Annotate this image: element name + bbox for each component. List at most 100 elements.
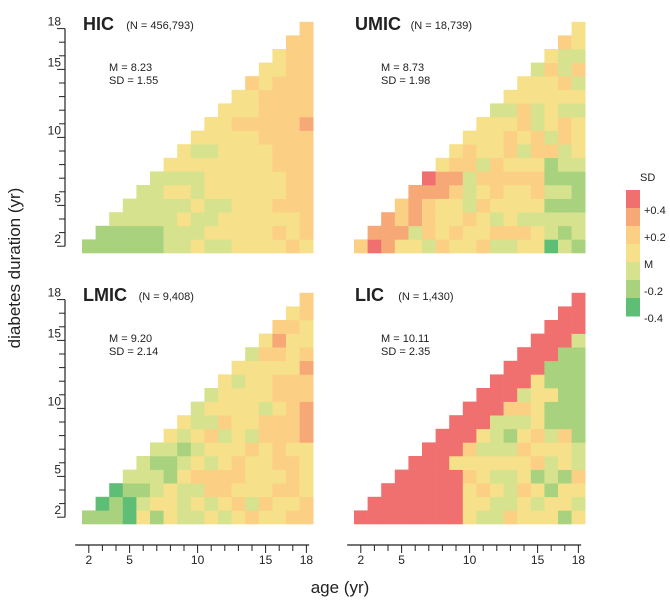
heat-cell <box>530 388 545 402</box>
heat-cell <box>190 212 205 227</box>
heat-cell <box>245 347 260 362</box>
heat-cell <box>476 239 491 254</box>
heat-cell <box>422 456 436 470</box>
heat-cell <box>218 428 232 443</box>
x-tick-label: 10 <box>463 553 477 567</box>
heat-cell <box>544 442 559 457</box>
heat-cell <box>503 496 518 511</box>
heat-cell <box>299 198 314 213</box>
heat-cell <box>490 103 504 118</box>
heat-cell <box>558 35 572 50</box>
heat-cell <box>204 185 219 199</box>
x-tick-label: 5 <box>398 553 405 567</box>
heat-cell <box>544 130 559 145</box>
heat-cell <box>258 483 273 498</box>
heat-cell <box>204 130 219 145</box>
heat-cell <box>258 157 273 172</box>
heat-cell <box>530 347 545 362</box>
heat-cell <box>286 456 300 470</box>
heat-cell <box>245 117 260 131</box>
heat-cell <box>218 374 232 389</box>
heat-cell <box>286 76 300 91</box>
heat-cell <box>517 212 532 227</box>
x-tick-label: 5 <box>126 553 133 567</box>
heat-cell <box>435 239 450 254</box>
heat-cell <box>544 117 559 131</box>
heat-cell <box>258 185 273 199</box>
heat-cell <box>299 144 314 159</box>
heat-cell <box>258 225 273 240</box>
heat-cell <box>190 428 205 443</box>
heat-cell <box>435 198 450 213</box>
heat-cell <box>299 496 314 511</box>
heat-cell <box>272 320 287 334</box>
heat-cell <box>503 401 518 416</box>
heat-cell <box>258 198 273 213</box>
heat-cell <box>530 117 545 131</box>
heat-cell <box>136 212 151 227</box>
heat-cell <box>422 225 436 240</box>
heat-cell <box>490 157 504 172</box>
legend-label: M <box>644 259 653 271</box>
heat-cell <box>449 415 464 430</box>
y-tick-label: 10 <box>48 123 62 137</box>
heat-cell <box>408 198 423 213</box>
heat-cell <box>231 456 246 470</box>
heat-cell <box>177 212 192 227</box>
heat-cell <box>204 483 219 498</box>
heat-cell <box>408 483 423 498</box>
heat-cell <box>530 171 545 186</box>
heat-cell <box>435 428 450 443</box>
heat-cell <box>95 496 110 511</box>
heat-cell <box>435 171 450 186</box>
heat-cell <box>286 320 300 334</box>
legend-label: -0.4 <box>644 313 663 325</box>
heat-cell <box>272 456 287 470</box>
legend-swatch <box>626 298 640 317</box>
heat-cell <box>354 510 368 525</box>
heat-cell <box>204 171 219 186</box>
heat-cell <box>218 483 232 498</box>
legend-swatch <box>626 244 640 263</box>
heat-cell <box>381 239 396 254</box>
heat-cell <box>449 171 464 186</box>
heat-cell <box>544 401 559 416</box>
heat-cell <box>245 374 260 389</box>
heat-cell <box>258 401 273 416</box>
heat-cell <box>558 320 572 334</box>
heat-cell <box>558 401 572 416</box>
heat-cell <box>530 103 545 118</box>
heat-cell <box>435 225 450 240</box>
heat-cell <box>422 469 436 484</box>
legend-label: -0.2 <box>644 286 663 298</box>
heat-cell <box>258 415 273 430</box>
heat-cell <box>503 388 518 402</box>
heat-cell <box>476 157 491 172</box>
heat-cell <box>258 239 273 254</box>
heat-cell <box>503 510 518 525</box>
heat-cell <box>177 185 192 199</box>
heat-cell <box>122 510 137 525</box>
heat-cell <box>177 496 192 511</box>
heat-cell <box>571 185 586 199</box>
heat-cell <box>286 415 300 430</box>
heat-cell <box>544 239 559 254</box>
heat-cell <box>272 428 287 443</box>
heat-cell <box>530 496 545 511</box>
heat-cell <box>231 144 246 159</box>
heat-cell <box>544 483 559 498</box>
heat-cell <box>544 157 559 172</box>
heat-cell <box>109 483 124 498</box>
y-tick-label: 10 <box>48 394 62 408</box>
heat-cell <box>177 428 192 443</box>
heat-cell <box>517 374 532 389</box>
heat-cell <box>558 103 572 118</box>
heat-cell <box>571 212 586 227</box>
heat-cell <box>530 415 545 430</box>
heat-cell <box>231 239 246 254</box>
heat-cell <box>231 374 246 389</box>
heat-cell <box>571 103 586 118</box>
heat-cell <box>571 130 586 145</box>
heat-cell <box>571 21 586 36</box>
